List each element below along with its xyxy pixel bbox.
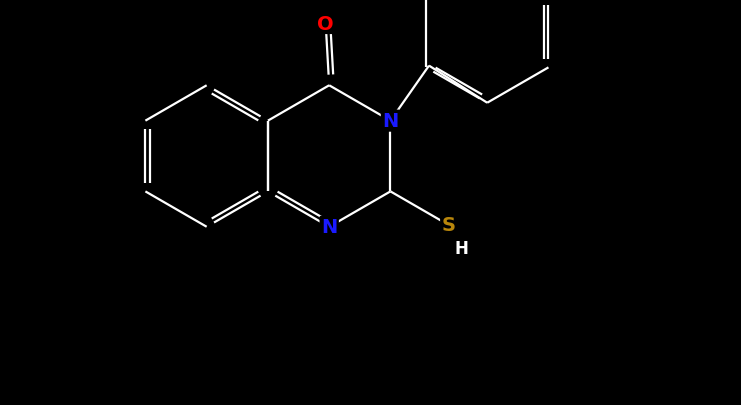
Text: N: N — [321, 218, 337, 237]
Text: O: O — [317, 15, 334, 34]
Text: S: S — [442, 216, 456, 235]
Text: N: N — [382, 112, 399, 131]
Text: H: H — [454, 239, 468, 257]
